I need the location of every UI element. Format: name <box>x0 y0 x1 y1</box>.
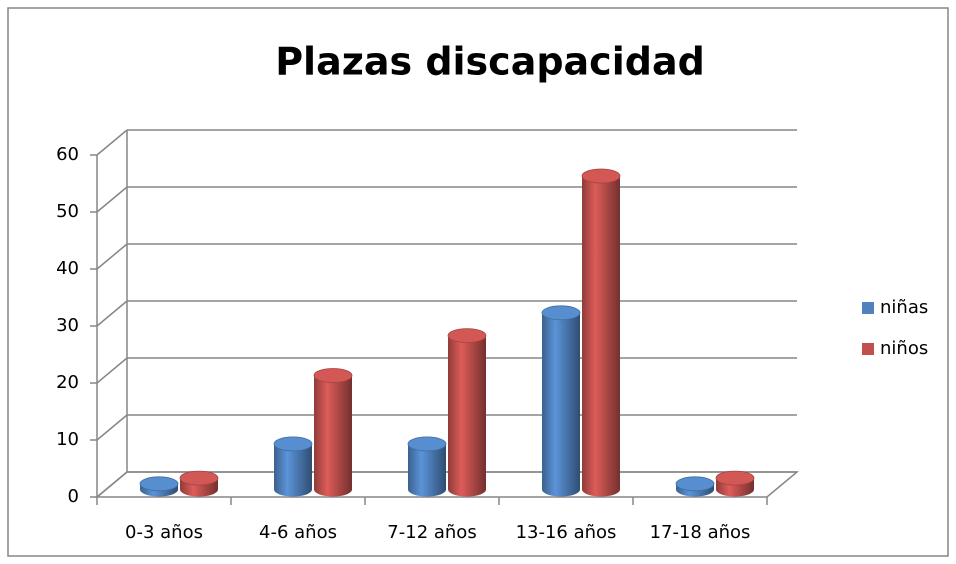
grid-line <box>96 129 128 156</box>
legend-swatch <box>862 302 874 314</box>
x-tick-label: 7-12 años <box>387 522 476 543</box>
y-tick-label: 0 <box>68 486 79 507</box>
x-tick-label: 13-16 años <box>516 522 617 543</box>
y-tick-label: 50 <box>56 201 79 222</box>
grid-line <box>96 357 128 384</box>
y-tick-label: 60 <box>56 144 79 165</box>
x-tick-label: 4-6 años <box>259 522 337 543</box>
legend-label: niñas <box>880 297 928 318</box>
bar <box>273 436 313 497</box>
grid-line <box>96 300 128 327</box>
x-tick-label: 17-18 años <box>650 522 751 543</box>
chart-title: Plazas discapacidad <box>275 40 705 84</box>
grid-line <box>96 243 128 270</box>
bar <box>139 476 179 497</box>
y-tick-label: 40 <box>56 258 79 279</box>
grid-line <box>96 471 128 498</box>
x-tick-label: 0-3 años <box>125 522 203 543</box>
grid-line <box>96 186 128 213</box>
legend-label: niños <box>880 338 928 359</box>
bar <box>313 368 353 497</box>
y-tick-label: 30 <box>56 315 79 336</box>
bar <box>675 476 715 497</box>
bar <box>581 168 621 497</box>
y-tick-label: 10 <box>56 429 79 450</box>
bar <box>179 470 219 497</box>
grid-line <box>96 414 128 441</box>
bar <box>715 470 755 497</box>
bar <box>407 436 447 497</box>
y-tick-label: 20 <box>56 372 79 393</box>
bar <box>447 328 487 497</box>
bar <box>541 305 581 497</box>
legend-swatch <box>862 343 874 355</box>
